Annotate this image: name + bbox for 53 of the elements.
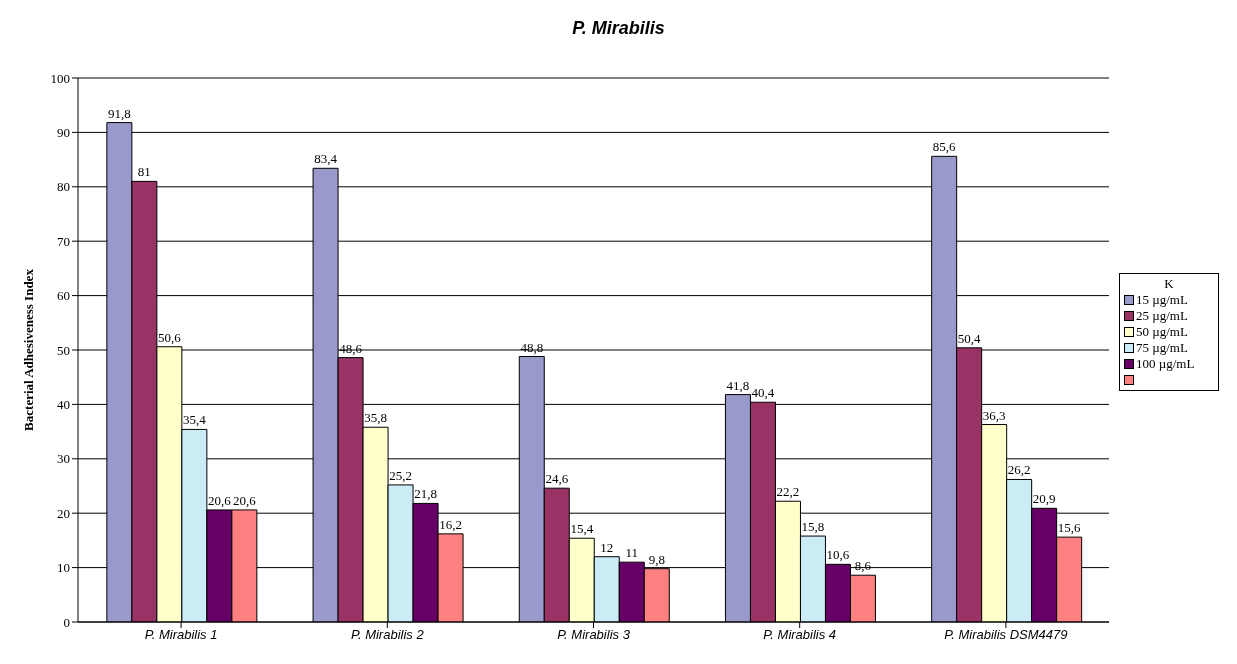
data-label: 20,6	[232, 492, 257, 508]
data-label: 26,2	[1007, 462, 1031, 478]
x-tick-label: P. Mirabilis 3	[557, 627, 631, 643]
data-label: 15,8	[801, 519, 825, 535]
y-tick-label: 100	[50, 70, 70, 86]
y-tick-label: 30	[57, 451, 70, 467]
data-label: 15,6	[1057, 520, 1082, 536]
data-label: 41,8	[726, 377, 750, 393]
data-label: 15,4	[570, 521, 594, 537]
y-tick-label: 0	[63, 614, 70, 630]
data-label: 35,8	[364, 410, 387, 426]
data-label: 81	[137, 164, 151, 180]
x-tick-label: P. Mirabilis 2	[350, 627, 425, 643]
data-label: 16,2	[439, 516, 462, 532]
y-tick-label: 50	[57, 342, 70, 358]
data-label: 48,6	[339, 340, 363, 356]
y-tick-label: 10	[57, 560, 70, 576]
y-tick-label: 60	[57, 288, 70, 304]
legend-label: 75 µg/mL	[1136, 340, 1188, 356]
x-tick-label: P. Mirabilis 1	[144, 627, 218, 643]
data-label: 35,4	[182, 412, 207, 428]
y-tick-label: 40	[57, 397, 70, 413]
x-tick-label: P. Mirabilis 4	[763, 627, 837, 643]
data-label: 22,2	[776, 484, 800, 500]
x-tick-label: P. Mirabilis DSM4479	[944, 627, 1068, 643]
data-label: 10,6	[826, 547, 850, 563]
y-tick-label: 20	[57, 505, 70, 521]
data-label: 85,6	[932, 139, 957, 155]
y-tick-label: 70	[57, 233, 70, 249]
data-label: 20,6	[207, 492, 232, 508]
data-label: 21,8	[414, 486, 437, 502]
data-label: 20,9	[1032, 491, 1056, 507]
y-axis-title: Bacterial Adhesiveness Index	[20, 268, 36, 431]
data-label: 40,4	[751, 385, 775, 401]
legend-label: 50 µg/mL	[1136, 324, 1188, 340]
data-label: 9,8	[648, 551, 665, 567]
data-label: 50,6	[157, 329, 182, 345]
data-label: 24,6	[545, 471, 569, 487]
data-label: 12	[600, 539, 614, 555]
data-label: 11	[625, 545, 639, 561]
legend-label: 100 µg/mL	[1136, 356, 1195, 372]
legend-label: 15 µg/mL	[1136, 292, 1188, 308]
y-tick-label: 80	[57, 179, 70, 195]
data-label: 91,8	[107, 105, 131, 121]
data-label: 48,8	[520, 339, 544, 355]
legend-title: K	[1163, 276, 1175, 292]
y-tick-label: 90	[57, 125, 70, 141]
data-label: 36,3	[982, 407, 1006, 423]
legend-label: 25 µg/mL	[1136, 308, 1188, 324]
data-label: 83,4	[314, 151, 338, 167]
chart-title: P. Mirabilis	[571, 18, 666, 39]
data-label: 50,4	[957, 330, 982, 346]
data-label: 25,2	[389, 467, 412, 483]
